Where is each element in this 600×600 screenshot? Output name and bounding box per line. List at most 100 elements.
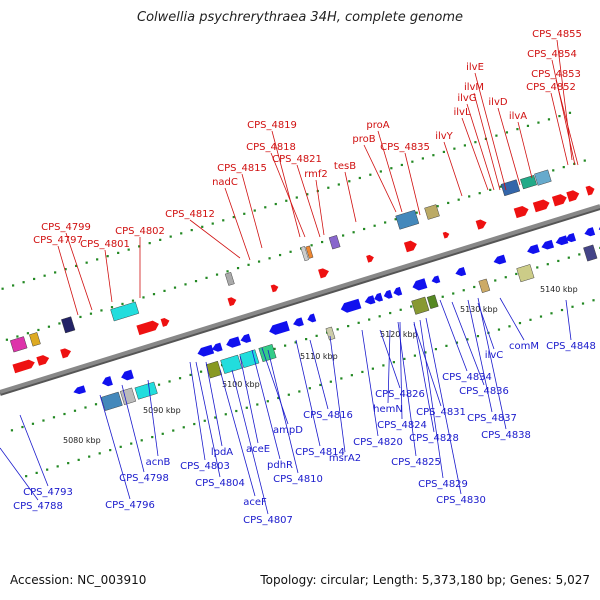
gene-label: ilvL: [453, 107, 470, 118]
leader-line: [121, 384, 145, 473]
reverse-gene: [412, 278, 428, 291]
gene-label: CPS_4810: [273, 474, 323, 485]
feature-box: [534, 169, 552, 186]
scale-dot: [463, 144, 466, 147]
scale-dot: [31, 422, 35, 425]
scale-dot: [100, 309, 103, 312]
feature-box-box: [300, 246, 309, 262]
gene-label: ilvD: [488, 97, 507, 108]
scale-dot: [85, 261, 88, 264]
scale-dot: [25, 475, 28, 478]
feature-box-box: [110, 301, 140, 322]
scale-dot: [489, 188, 492, 192]
feature-box: [424, 204, 440, 220]
leader-line: [19, 414, 49, 487]
leader-line: [425, 317, 462, 495]
leader-line: [99, 394, 131, 500]
scale-dot: [466, 338, 469, 341]
reverse-gene-arrow: [493, 254, 507, 265]
scale-dot: [73, 409, 77, 412]
feature-box: [516, 264, 535, 283]
gene-label: CPS_4803: [180, 461, 230, 472]
feature-box-box: [424, 204, 440, 220]
scale-dot: [117, 251, 120, 254]
feature-box: [583, 244, 598, 262]
scale-dot: [581, 302, 585, 305]
scale-dot: [298, 390, 301, 393]
gene-label: acnB: [146, 457, 171, 468]
leader-line: [309, 339, 329, 410]
feature-box-box: [61, 316, 76, 334]
scale-dot: [321, 240, 324, 244]
leader-line: [239, 355, 259, 444]
kbp-tick-label: 5080 kbp: [63, 436, 101, 445]
feature-box: [110, 301, 140, 322]
scale-dot: [389, 311, 392, 315]
feature-box-box: [478, 278, 491, 293]
gene-label: CPS_4830: [436, 495, 486, 506]
scale-dot: [400, 163, 403, 167]
feature-box-box: [520, 175, 538, 190]
reverse-gene-arrow: [383, 289, 393, 299]
feature-box: [61, 316, 76, 334]
scale-dot: [560, 308, 564, 312]
leader-line: [467, 299, 493, 413]
gene-label: CPS_4834: [442, 372, 492, 383]
reverse-gene: [541, 239, 555, 250]
gene-label: ampD: [273, 425, 303, 436]
leader-line: [497, 107, 521, 186]
gene-label: CPS_4838: [481, 430, 531, 441]
leader-line: [473, 92, 501, 191]
leader-line: [551, 59, 576, 166]
forward-gene-arrow: [442, 231, 450, 239]
gene-label: ilvM: [464, 82, 484, 93]
forward-gene-arrow: [403, 240, 417, 253]
scale-dot: [434, 348, 438, 351]
reverse-gene: [383, 289, 393, 299]
feature-box: [478, 278, 491, 293]
scale-dot: [347, 324, 350, 328]
scale-dot: [452, 292, 455, 295]
kbp-tick-label: 5090 kbp: [143, 406, 181, 415]
leader-line: [205, 361, 223, 447]
reverse-gene: [211, 342, 223, 352]
gene-label: CPS_4848: [546, 341, 596, 352]
scale-dot: [63, 412, 66, 416]
reverse-gene-arrow: [121, 369, 134, 381]
gene-label: pdhR: [267, 460, 293, 471]
scale-dot: [247, 263, 250, 266]
feature-box: [9, 336, 28, 353]
leader-line: [477, 297, 507, 430]
feature-box-box: [119, 387, 137, 406]
gene-label: msrA2: [329, 453, 361, 464]
feature-box: [205, 360, 222, 379]
scale-dot: [315, 334, 318, 337]
feature-box-box: [325, 326, 336, 341]
feature-box-box: [29, 332, 41, 347]
scale-dot: [295, 196, 298, 199]
scale-dot: [266, 400, 269, 403]
forward-gene: [475, 219, 487, 230]
reverse-gene: [269, 320, 290, 335]
feature-box-box: [411, 296, 430, 315]
leader-line: [329, 335, 346, 453]
feature-box-box: [500, 179, 521, 197]
scale-dot: [369, 173, 372, 176]
scale-dot: [214, 416, 217, 419]
kbp-tick-label: 5120 kbp: [380, 330, 418, 339]
scale-dot: [441, 295, 444, 298]
reverse-gene-arrow: [293, 317, 304, 327]
reverse-gene: [293, 317, 304, 327]
scale-dot: [277, 396, 280, 400]
forward-gene-arrow: [36, 355, 50, 366]
forward-gene: [442, 231, 450, 239]
scale-dot: [235, 409, 238, 413]
scale-dot: [253, 209, 256, 212]
gene-label: CPS_4801: [80, 239, 130, 250]
scale-dot: [399, 308, 402, 311]
feature-box-box: [220, 354, 243, 374]
scale-dot: [468, 195, 471, 198]
feature-box: [29, 332, 41, 347]
feature-box: [258, 344, 277, 363]
